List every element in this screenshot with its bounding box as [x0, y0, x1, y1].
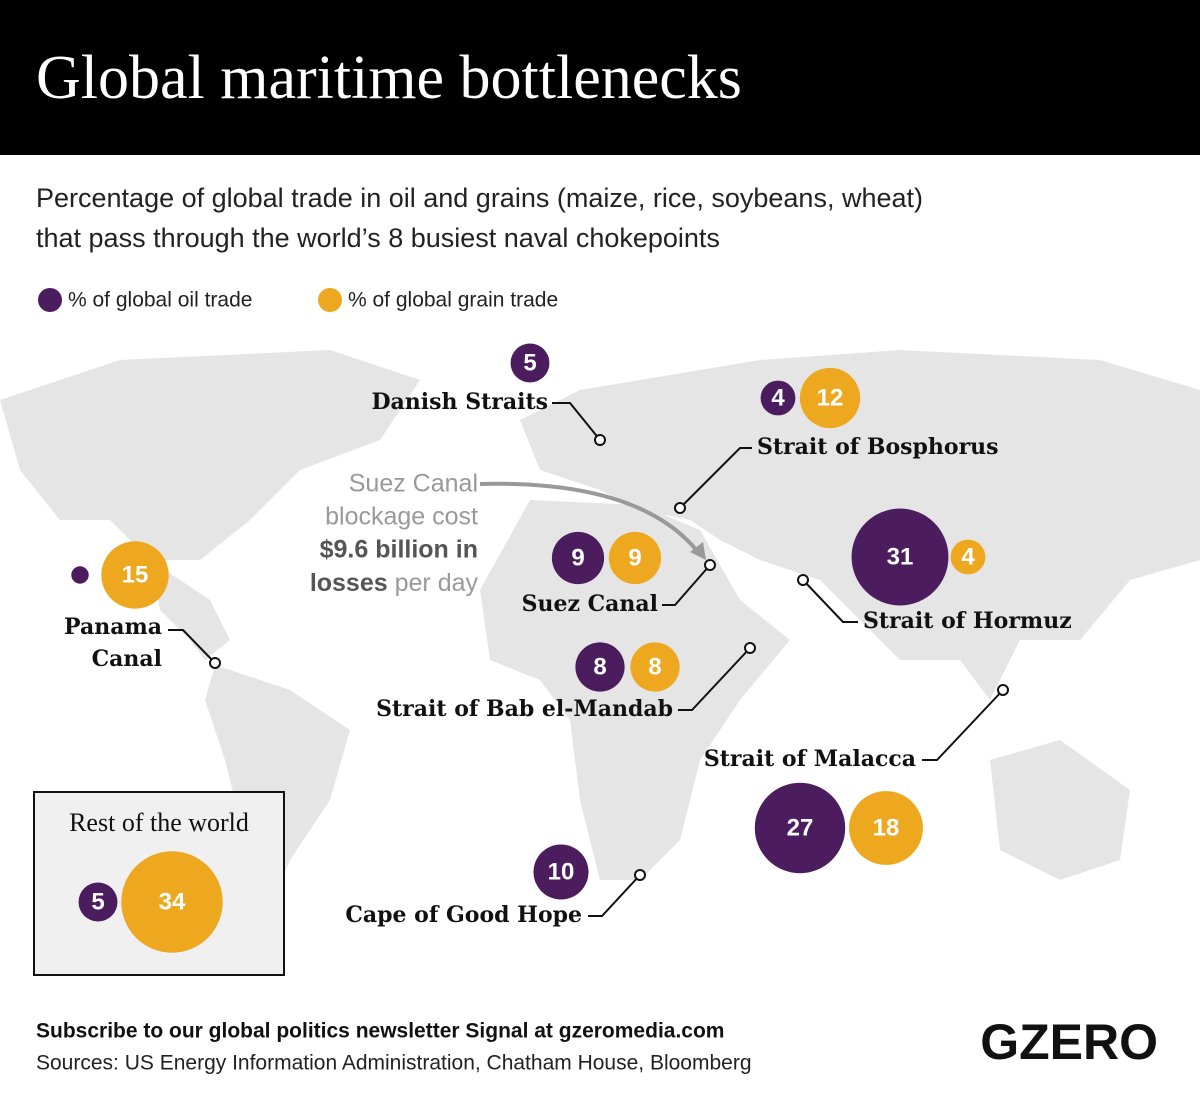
location-dot [744, 642, 756, 654]
chokepoint-label: Strait of Bab el-Mandab [376, 696, 673, 722]
bubble [78, 882, 118, 922]
chokepoint-label: Danish Straits [371, 389, 548, 415]
rest-label: Rest of the world [69, 808, 249, 837]
logo: GZERO [980, 1014, 1158, 1070]
bubble [799, 367, 861, 429]
bubble-value: 5 [523, 349, 536, 376]
leader-line [168, 629, 216, 664]
bubble-value: 8 [648, 653, 661, 680]
chokepoint-label: Suez Canal [522, 591, 658, 617]
legend-label: % of global oil trade [68, 289, 252, 312]
header-bar [0, 0, 1200, 155]
subscribe: Subscribe to our global politics newslet… [36, 1020, 724, 1043]
bubble-value: 4 [961, 543, 975, 570]
bubble-value: 15 [122, 561, 149, 588]
location-dot [594, 434, 606, 446]
bubble [630, 642, 680, 692]
bubble-value: 10 [548, 858, 575, 885]
subtitle: that pass through the world’s 8 busiest … [36, 223, 720, 253]
bubble [101, 541, 169, 609]
location-dot [797, 574, 809, 586]
bubble [121, 851, 223, 953]
annotation-text: per day [395, 569, 479, 597]
leader-line [588, 874, 641, 917]
chokepoint-label: Strait of Hormuz [863, 608, 1072, 634]
annotation-text: blockage cost [325, 503, 478, 531]
bubble-value: 31 [887, 543, 914, 570]
bubble-value: 8 [593, 653, 606, 680]
chokepoint-label: Panama [64, 614, 162, 640]
leader-line [679, 447, 752, 509]
bubble [608, 531, 662, 585]
bubble [510, 343, 550, 383]
leader-line [922, 689, 1004, 761]
bubble-value: 5 [91, 888, 104, 915]
sources: Sources: US Energy Information Administr… [36, 1052, 752, 1075]
bubble [71, 566, 89, 584]
annotation: Suez Canal blockage cost $9.6 billion in… [310, 470, 479, 597]
bubble [551, 531, 605, 585]
leader-line [552, 402, 601, 441]
legend-label: % of global grain trade [348, 289, 558, 312]
bubble-value: 4 [771, 384, 785, 411]
leader-line [662, 564, 711, 606]
bubble-value: 27 [787, 814, 814, 841]
bubble-value: 18 [873, 814, 900, 841]
location-dot [634, 869, 646, 881]
title: Global maritime bottlenecks [36, 44, 742, 112]
bubble [950, 539, 986, 575]
location-dot [997, 684, 1009, 696]
legend-swatch [38, 288, 62, 312]
annotation-text: Suez Canal [349, 470, 478, 498]
arrow [479, 481, 700, 554]
bubble-value: 12 [817, 384, 844, 411]
bubble [849, 791, 923, 865]
chokepoint-label: Strait of Malacca [704, 746, 916, 772]
chokepoint-label: Canal [92, 646, 162, 672]
arrow-head [690, 542, 706, 560]
location-dot [704, 559, 716, 571]
legend-swatch [318, 288, 342, 312]
bubble [851, 508, 949, 606]
location-dot [209, 657, 221, 669]
bubble [754, 782, 846, 874]
bubble [575, 642, 625, 692]
annotation-text: $9.6 billion in [320, 536, 478, 564]
location-dot [674, 502, 686, 514]
annotation-text: losses per day [310, 569, 479, 597]
bubble-value: 34 [159, 888, 186, 915]
leader-line [802, 579, 858, 623]
leader-line [678, 647, 751, 711]
bubble [533, 844, 589, 900]
subtitle: Percentage of global trade in oil and gr… [36, 183, 923, 213]
bubble-value: 9 [571, 544, 584, 571]
chokepoint-label: Strait of Bosphorus [757, 434, 999, 460]
chokepoint-label: Cape of Good Hope [345, 902, 582, 928]
annotation-text: losses [310, 569, 388, 597]
bubble-value: 9 [628, 544, 641, 571]
bubble [760, 380, 796, 416]
bubble-value: 1 [55, 561, 68, 588]
